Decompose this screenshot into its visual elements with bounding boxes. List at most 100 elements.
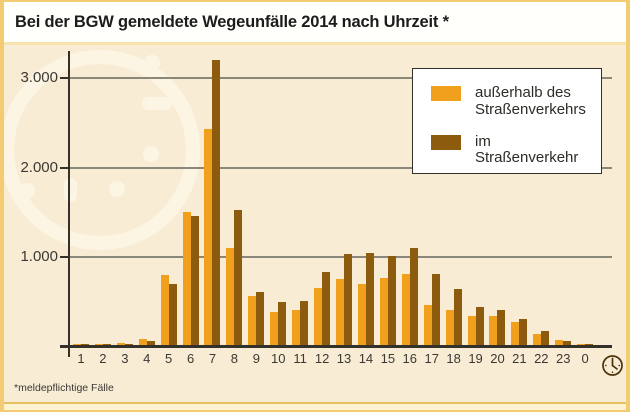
bar-outside-traffic (577, 344, 586, 345)
page-title: Bei der BGW gemeldete Wegeunfälle 2014 n… (15, 12, 449, 31)
bar-group (487, 55, 509, 345)
legend-swatch-orange (431, 86, 461, 101)
bar-in-traffic (585, 344, 594, 345)
bar-outside-traffic (292, 310, 301, 345)
bar-in-traffic (475, 307, 484, 345)
bar-outside-traffic (204, 129, 213, 345)
bar-in-traffic (190, 216, 199, 345)
x-axis-label: 21 (512, 351, 527, 366)
bar-in-traffic (168, 284, 177, 345)
x-axis-label: 20 (490, 351, 505, 366)
bar-outside-traffic (489, 316, 498, 345)
bar-in-traffic (431, 274, 440, 345)
bar-group (355, 55, 377, 345)
bar-outside-traffic (270, 312, 279, 345)
bar-group (245, 55, 267, 345)
bar-outside-traffic (401, 274, 410, 345)
x-axis-label: 10 (271, 351, 286, 366)
x-axis-label: 22 (534, 351, 549, 366)
bottom-strip (4, 404, 626, 410)
bar-in-traffic (365, 253, 374, 345)
bar-group (311, 55, 333, 345)
x-axis-label: 12 (314, 351, 330, 366)
x-labels: 1 2 3 4 5 6 7 8 9 10 11 12 13 14 15 16 17 18 19 20 21 22 23 0 (70, 351, 596, 366)
x-axis-label: 6 (186, 351, 195, 366)
gridline-1000 (68, 256, 612, 258)
title-bar: Bei der BGW gemeldete Wegeunfälle 2014 n… (4, 2, 626, 42)
y-axis-label-3000: 3.000 (20, 69, 58, 86)
x-axis-label: 5 (165, 351, 173, 366)
bar-group (377, 55, 399, 345)
legend-label: außerhalb des Straßenverkehrs (475, 84, 586, 118)
bar-outside-traffic (379, 278, 388, 345)
bar-in-traffic (278, 302, 287, 345)
y-axis-label-2000: 2.000 (20, 159, 58, 176)
bar-group (333, 55, 355, 345)
x-axis-label: 14 (358, 351, 374, 366)
x-axis-line (60, 345, 612, 348)
x-axis-label: 18 (446, 351, 461, 366)
bar-in-traffic (322, 272, 331, 345)
legend-item-outside-traffic: außerhalb des Straßenverkehrs (431, 84, 587, 119)
bar-in-traffic (453, 289, 462, 345)
bar-group (267, 55, 289, 345)
bar-in-traffic (212, 60, 221, 345)
clock-watermark-icon (4, 50, 200, 250)
bar-in-traffic (102, 344, 111, 345)
y-tick-1000 (60, 256, 68, 258)
x-axis-label: 23 (556, 351, 571, 366)
x-axis-label: 1 (77, 351, 85, 366)
bar-outside-traffic (116, 343, 125, 345)
x-axis-label: 19 (468, 351, 483, 366)
bar-outside-traffic (555, 340, 564, 345)
bar-in-traffic (146, 341, 155, 345)
footnote: *meldepflichtige Fälle (14, 382, 114, 394)
chart-area: 3.000 2.000 1.000 1 2 3 4 5 6 7 8 9 10 11 12 13 14 15 1… (4, 45, 626, 402)
x-axis-label: 2 (99, 351, 107, 366)
bar-group (399, 55, 421, 345)
x-axis-label: 13 (336, 351, 352, 366)
bar-outside-traffic (467, 316, 476, 345)
bar-in-traffic (497, 310, 506, 345)
x-axis-label: 9 (252, 351, 260, 366)
bar-outside-traffic (248, 296, 257, 345)
bar-group (289, 55, 311, 345)
bar-in-traffic (344, 254, 353, 345)
bar-in-traffic (300, 301, 309, 345)
bar-outside-traffic (226, 248, 235, 345)
legend-swatch-brown (431, 134, 461, 150)
bar-group (530, 55, 552, 345)
bar-group (552, 55, 574, 345)
legend-item-in-traffic: im Straßenverkehr (431, 133, 587, 168)
bar-outside-traffic (357, 284, 366, 345)
bar-outside-traffic (533, 334, 542, 345)
bar-group (158, 55, 180, 345)
gridline-3000 (68, 77, 612, 79)
bar-outside-traffic (314, 288, 323, 345)
x-axis-label: 17 (424, 351, 439, 366)
legend: außerhalb des Straßenverkehrs im Straßen… (412, 68, 602, 174)
gridline-2000 (68, 167, 612, 169)
bar-group (70, 55, 92, 345)
x-axis-label: 8 (230, 351, 239, 366)
bar-in-traffic (124, 344, 133, 345)
bar-outside-traffic (182, 212, 191, 345)
y-axis-line (68, 51, 70, 357)
bar-in-traffic (256, 292, 265, 345)
bar-group (574, 55, 596, 345)
bar-in-traffic (519, 319, 528, 345)
y-axis-label-1000: 1.000 (20, 248, 58, 265)
bar-group (223, 55, 245, 345)
bar-outside-traffic (160, 275, 169, 345)
bottom-gold-line (4, 402, 626, 404)
bar-group (443, 55, 465, 345)
bar-in-traffic (234, 210, 243, 345)
bar-in-traffic (541, 331, 550, 345)
bar-group (465, 55, 487, 345)
title-separator (4, 42, 626, 45)
bar-outside-traffic (94, 344, 103, 345)
bar-outside-traffic (72, 344, 81, 345)
bar-in-traffic (563, 341, 572, 345)
bar-outside-traffic (445, 310, 454, 345)
